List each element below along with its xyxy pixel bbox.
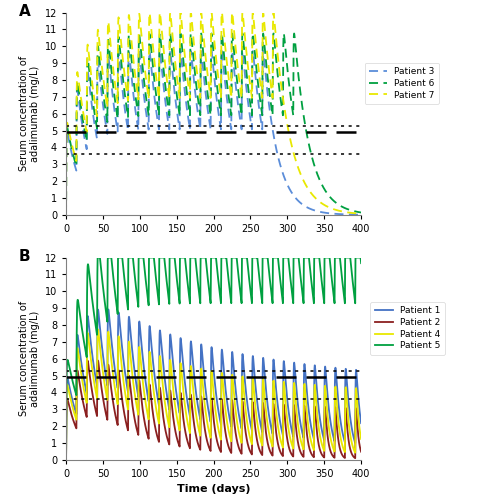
X-axis label: Time (days): Time (days) (177, 484, 250, 494)
Text: A: A (19, 4, 31, 20)
Y-axis label: Serum concentration of
adalimumab (mg/L): Serum concentration of adalimumab (mg/L) (19, 301, 41, 416)
Text: B: B (19, 250, 30, 264)
Legend: Patient 1, Patient 2, Patient 4, Patient 5: Patient 1, Patient 2, Patient 4, Patient… (370, 302, 445, 355)
Y-axis label: Serum concentration of
adalimumab (mg/L): Serum concentration of adalimumab (mg/L) (19, 56, 41, 172)
Legend: Patient 3, Patient 6, Patient 7: Patient 3, Patient 6, Patient 7 (365, 62, 439, 104)
